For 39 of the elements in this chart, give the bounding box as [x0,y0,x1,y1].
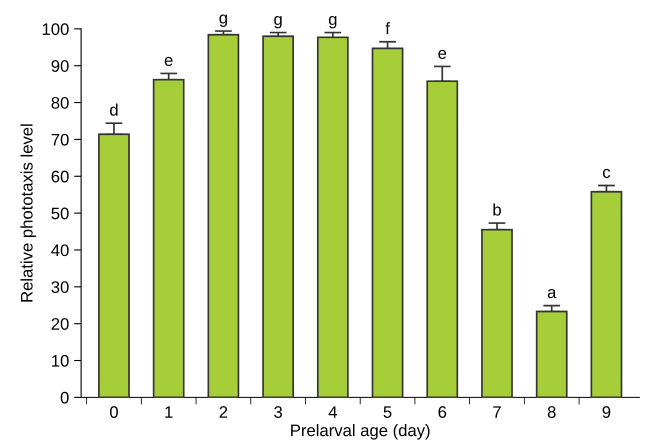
bar [536,310,568,398]
y-axis-title: Relative phototaxis level [20,124,36,302]
x-tick-label: 7 [493,406,501,418]
annotation: c [602,168,610,178]
x-tick-label: 1 [165,406,172,418]
bar [152,78,185,398]
y-tick-label: 0 [60,392,69,404]
x-tick-label: 9 [602,406,610,418]
annotation: g [274,16,282,28]
annotation: e [438,50,446,59]
x-tick-label: 3 [274,406,282,418]
annotation: g [328,16,336,28]
x-tick-label: 8 [548,406,556,418]
x-tick-label: 4 [328,406,337,418]
y-tick-label: 90 [52,60,69,72]
y-tick-label: 80 [52,96,69,109]
x-tick-label: 6 [438,406,446,418]
y-tick-label: 40 [51,244,69,256]
annotation: a [548,289,556,298]
annotation: f [385,22,390,34]
x-tick-label: 0 [110,406,118,418]
y-tick-label: 50 [51,208,69,220]
x-axis-title: Prelarval age (day) [291,424,430,440]
annotation: d [110,104,118,116]
annotation: e [164,56,173,66]
y-tick-label: 10 [52,354,69,367]
annotation: b [493,203,501,216]
y-tick-label: 30 [51,281,69,294]
annotation: g [219,14,227,27]
y-tick-label: 20 [52,318,69,330]
bar [208,34,240,398]
y-tick-label: 60 [52,170,69,182]
bar [262,35,294,398]
bar [316,36,349,398]
y-tick-label: 70 [52,134,69,146]
x-tick-label: 5 [384,406,392,418]
x-tick-label: 2 [220,406,228,418]
bar [590,190,622,398]
y-tick-label: 100 [42,23,69,36]
